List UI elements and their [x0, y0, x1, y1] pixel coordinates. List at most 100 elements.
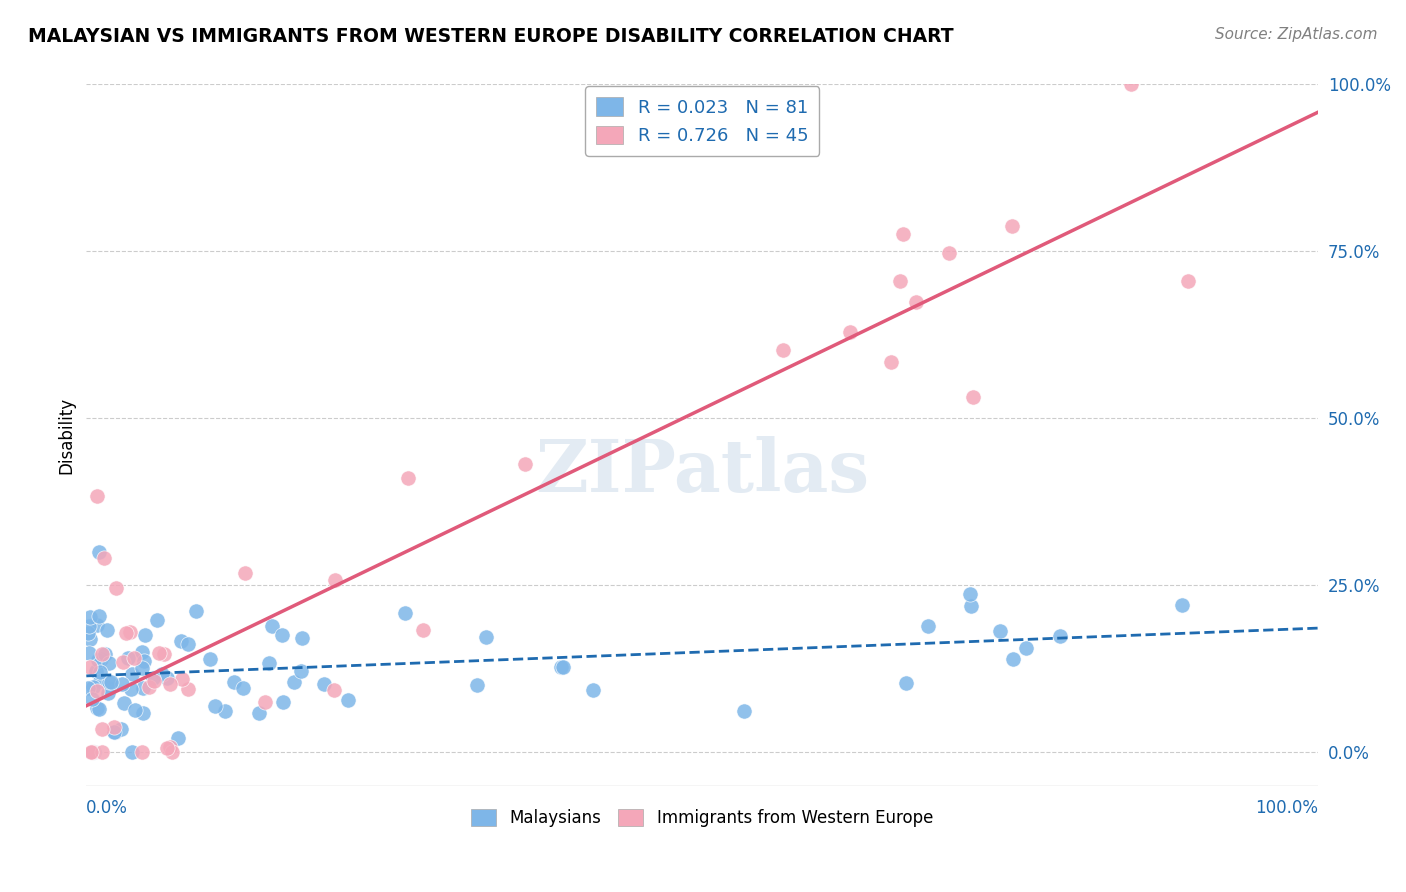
Point — [120, 681, 142, 696]
Point — [312, 677, 335, 691]
Point — [475, 630, 498, 644]
Point — [905, 294, 928, 309]
Point — [150, 667, 173, 681]
Point — [93, 647, 115, 661]
Point — [80, 745, 103, 759]
Point — [283, 675, 305, 690]
Point — [87, 702, 110, 716]
Point — [412, 623, 434, 637]
Text: 0.0%: 0.0% — [86, 799, 128, 817]
Point — [97, 681, 120, 695]
Point — [581, 682, 603, 697]
Point — [156, 672, 179, 686]
Point — [170, 634, 193, 648]
Point — [894, 676, 917, 690]
Point — [90, 723, 112, 737]
Point — [290, 664, 312, 678]
Point — [465, 678, 488, 692]
Point — [938, 246, 960, 260]
Point — [112, 697, 135, 711]
Point — [142, 671, 165, 685]
Point — [76, 626, 98, 640]
Point — [132, 654, 155, 668]
Point — [83, 745, 105, 759]
Point — [1049, 629, 1071, 643]
Point — [97, 686, 120, 700]
Point — [177, 681, 200, 696]
Point — [90, 651, 112, 665]
Point — [93, 551, 115, 566]
Point — [323, 574, 346, 588]
Point — [84, 665, 107, 679]
Text: MALAYSIAN VS IMMIGRANTS FROM WESTERN EUROPE DISABILITY CORRELATION CHART: MALAYSIAN VS IMMIGRANTS FROM WESTERN EUR… — [28, 27, 953, 45]
Point — [513, 457, 536, 471]
Point — [551, 659, 574, 673]
Point — [100, 675, 122, 690]
Point — [103, 720, 125, 734]
Point — [396, 471, 419, 485]
Point — [134, 628, 156, 642]
Point — [198, 652, 221, 666]
Point — [82, 680, 104, 694]
Point — [232, 681, 254, 695]
Point — [86, 701, 108, 715]
Point — [177, 637, 200, 651]
Point — [772, 343, 794, 358]
Point — [959, 587, 981, 601]
Point — [917, 619, 939, 633]
Point — [117, 651, 139, 665]
Point — [131, 681, 153, 695]
Point — [89, 665, 111, 679]
Point — [1015, 641, 1038, 656]
Point — [337, 693, 360, 707]
Point — [186, 604, 208, 618]
Point — [733, 704, 755, 718]
Point — [880, 355, 903, 369]
Point — [121, 667, 143, 681]
Point — [146, 614, 169, 628]
Point — [1002, 652, 1025, 666]
Point — [105, 581, 128, 595]
Point — [291, 631, 314, 645]
Point — [131, 745, 153, 759]
Point — [142, 674, 165, 689]
Y-axis label: Disability: Disability — [58, 397, 75, 474]
Point — [959, 599, 981, 614]
Point — [122, 650, 145, 665]
Point — [259, 657, 281, 671]
Point — [247, 706, 270, 721]
Point — [115, 626, 138, 640]
Point — [962, 390, 984, 404]
Point — [271, 628, 294, 642]
Point — [80, 691, 103, 706]
Point — [110, 722, 132, 736]
Legend: Malaysians, Immigrants from Western Europe: Malaysians, Immigrants from Western Euro… — [465, 802, 939, 833]
Point — [103, 724, 125, 739]
Point — [77, 681, 100, 695]
Point — [87, 545, 110, 559]
Point — [77, 646, 100, 660]
Point — [87, 652, 110, 666]
Point — [271, 695, 294, 709]
Point — [86, 617, 108, 632]
Point — [254, 695, 277, 709]
Point — [89, 673, 111, 688]
Point — [167, 731, 190, 746]
Point — [131, 644, 153, 658]
Point — [156, 740, 179, 755]
Point — [159, 677, 181, 691]
Point — [79, 660, 101, 674]
Point — [121, 745, 143, 759]
Point — [77, 619, 100, 633]
Text: Source: ZipAtlas.com: Source: ZipAtlas.com — [1215, 27, 1378, 42]
Point — [80, 745, 103, 759]
Point — [98, 657, 121, 671]
Point — [104, 725, 127, 739]
Point — [118, 624, 141, 639]
Point — [394, 606, 416, 620]
Text: ZIPatlas: ZIPatlas — [536, 436, 869, 508]
Point — [97, 675, 120, 690]
Point — [323, 682, 346, 697]
Point — [86, 684, 108, 698]
Point — [1121, 78, 1143, 92]
